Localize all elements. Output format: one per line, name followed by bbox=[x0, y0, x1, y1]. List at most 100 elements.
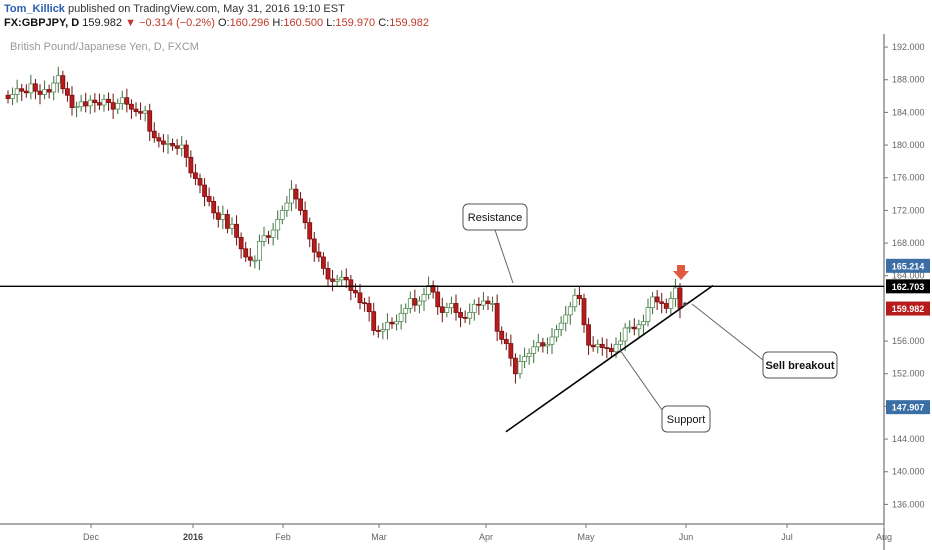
candle bbox=[78, 94, 84, 112]
candle-body-down bbox=[677, 287, 683, 309]
candle bbox=[115, 98, 121, 115]
candle-body-down bbox=[348, 279, 354, 291]
candle-body-up bbox=[14, 88, 20, 95]
candle bbox=[348, 274, 354, 301]
x-tick-label: Dec bbox=[83, 532, 100, 542]
candle-body-down bbox=[19, 88, 25, 92]
candle bbox=[599, 337, 605, 356]
candle bbox=[193, 163, 198, 186]
author-link[interactable]: Tom_Killick bbox=[4, 3, 65, 15]
candle-body-down bbox=[375, 330, 381, 332]
candle bbox=[572, 288, 578, 312]
candle bbox=[243, 241, 249, 262]
breakout-point bbox=[683, 302, 687, 306]
down-arrow-icon bbox=[673, 265, 689, 280]
candle bbox=[225, 209, 230, 234]
candle-body-up bbox=[78, 101, 84, 108]
breakout-callout[interactable]: Sell breakout bbox=[691, 303, 838, 379]
price-axis[interactable]: 192.000 188.000 184.000 180.000 176.000 172.0… bbox=[884, 42, 925, 509]
chart-title: British Pound/Japanese Yen, D, FXCM bbox=[10, 41, 199, 53]
candle bbox=[444, 302, 450, 318]
candle-body-up bbox=[289, 188, 294, 204]
candle bbox=[60, 70, 66, 94]
candle-body-up bbox=[261, 235, 267, 242]
candle-body-up bbox=[618, 340, 623, 345]
candle-body-up bbox=[673, 287, 678, 300]
support-callout-pointer bbox=[619, 349, 663, 411]
trend-lines[interactable] bbox=[0, 265, 884, 433]
candle-body-up bbox=[101, 98, 107, 106]
candle-body-down bbox=[147, 110, 153, 132]
candle-body-up bbox=[10, 94, 15, 99]
candle bbox=[74, 101, 79, 118]
x-tick-label: May bbox=[577, 532, 595, 542]
candle bbox=[37, 84, 43, 105]
candle bbox=[284, 196, 290, 217]
support-callout[interactable]: Support bbox=[619, 349, 711, 433]
candle bbox=[270, 223, 276, 246]
candle-body-up bbox=[595, 343, 601, 348]
candle bbox=[357, 283, 363, 310]
candle-body-down bbox=[581, 298, 587, 326]
resistance-callout-label: Resistance bbox=[468, 212, 522, 224]
high-label: H: bbox=[272, 17, 284, 29]
candle bbox=[316, 243, 322, 262]
candle-body-down bbox=[485, 300, 491, 304]
candle bbox=[627, 320, 633, 333]
breakout-arrow-icon bbox=[673, 265, 689, 280]
y-tick-label: 168.000 bbox=[892, 238, 925, 248]
price-badge: 147.907 bbox=[886, 400, 930, 415]
candle-body-up bbox=[526, 352, 532, 357]
candle bbox=[513, 353, 518, 384]
change-arrow-icon: ▼ bbox=[125, 17, 136, 29]
candle-body-up bbox=[554, 329, 559, 338]
candle bbox=[151, 122, 157, 143]
candle bbox=[471, 299, 477, 321]
candle bbox=[197, 173, 203, 194]
candle bbox=[590, 336, 596, 352]
candle-body-down bbox=[161, 140, 166, 145]
candle bbox=[252, 255, 258, 269]
candle bbox=[298, 192, 303, 216]
candle-body-down bbox=[609, 348, 614, 353]
candle-body-down bbox=[353, 290, 358, 294]
candle-body-up bbox=[650, 296, 655, 308]
candle bbox=[394, 314, 399, 331]
candle bbox=[439, 297, 445, 323]
candle bbox=[426, 276, 431, 300]
x-tick-label: Feb bbox=[275, 532, 291, 542]
candle-body-up bbox=[51, 82, 57, 93]
breakout-callout-pointer bbox=[691, 303, 764, 361]
candle bbox=[289, 180, 294, 212]
candle-body-down bbox=[499, 330, 505, 340]
candle-body-down bbox=[590, 344, 596, 348]
candle-body-down bbox=[92, 99, 98, 104]
candle-body-up bbox=[229, 223, 235, 229]
price-badge-bg bbox=[886, 279, 930, 294]
resistance-callout-box bbox=[462, 203, 528, 231]
candle-body-down bbox=[60, 75, 66, 90]
callouts[interactable]: Resistance Support Sell breakout bbox=[462, 203, 838, 433]
candle bbox=[517, 354, 523, 379]
candle bbox=[604, 338, 610, 359]
candle bbox=[343, 268, 349, 288]
candle-body-down bbox=[69, 94, 75, 108]
candle-body-up bbox=[119, 97, 125, 104]
candle bbox=[238, 232, 244, 259]
x-tick-label: Mar bbox=[371, 532, 387, 542]
candle-body-up bbox=[549, 336, 555, 345]
resistance-callout[interactable]: Resistance bbox=[462, 203, 528, 284]
candle bbox=[462, 310, 468, 324]
time-axis[interactable]: Dec 2016 Feb Mar Apr May Jun Jul Aug bbox=[83, 524, 892, 542]
candle-body-down bbox=[23, 90, 29, 94]
candle bbox=[609, 343, 614, 357]
candle bbox=[202, 178, 207, 207]
candle-body-up bbox=[545, 343, 550, 347]
close-value: 159.982 bbox=[389, 17, 429, 29]
candle-body-down bbox=[503, 339, 509, 344]
chart-frame bbox=[0, 34, 885, 550]
candle bbox=[490, 296, 495, 312]
candle bbox=[311, 232, 317, 262]
candle bbox=[645, 298, 651, 327]
